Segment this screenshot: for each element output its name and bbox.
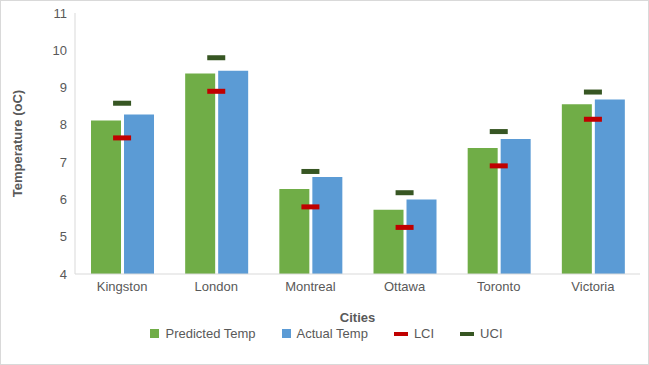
html-text:Actual Temp: Actual Temp [296, 326, 368, 341]
svg-text:4: 4 [60, 267, 67, 282]
svg-text:Cities: Cities [340, 310, 375, 325]
svg-text:8: 8 [60, 117, 67, 132]
html-text:LCI: LCI [413, 326, 435, 341]
svg-text:Ottawa: Ottawa [384, 279, 426, 294]
svg-text:11: 11 [54, 6, 68, 21]
svg-text:Temperature (oC): Temperature (oC) [10, 90, 25, 197]
svg-text:Kingston: Kingston [97, 279, 148, 294]
html-text:Predicted Temp: Predicted Temp [165, 326, 256, 341]
svg-text:5: 5 [60, 229, 67, 244]
svg-text:Toronto: Toronto [477, 279, 520, 294]
svg-text:London: London [195, 279, 238, 294]
svg-text:10: 10 [53, 43, 67, 58]
svg-text:6: 6 [60, 192, 67, 207]
svg-text:7: 7 [60, 155, 67, 170]
svg-text:Victoria: Victoria [571, 279, 615, 294]
svg-text:Montreal: Montreal [285, 279, 336, 294]
html-text:UCI: UCI [480, 326, 503, 341]
svg-text:9: 9 [60, 80, 67, 95]
